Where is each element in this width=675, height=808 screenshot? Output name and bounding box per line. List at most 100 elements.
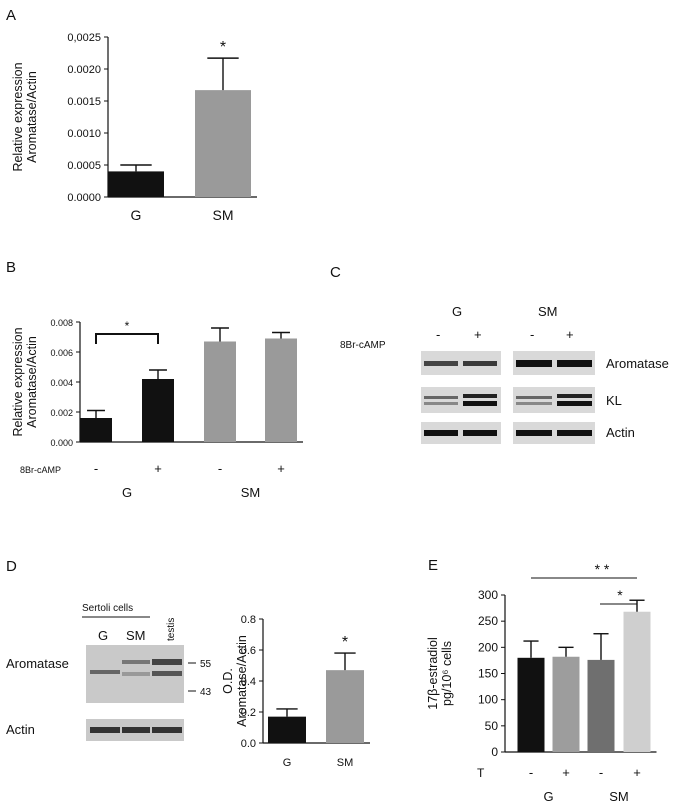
y-tick-label: 0.0000 [67, 192, 101, 204]
x-tick-label: G [131, 207, 142, 223]
western-d-lane-testis: testis [166, 618, 177, 641]
gel-c-band [516, 402, 552, 405]
bar [265, 338, 297, 442]
y-axis-label: Aromatase/Actin [235, 635, 249, 727]
y-axis-label: O.D. [221, 668, 235, 694]
gel-c-group-g: G [452, 304, 462, 319]
treatment-sign: - [94, 461, 98, 476]
bar [326, 670, 364, 743]
y-tick-label: 0 [491, 745, 498, 759]
gel-c-band [463, 361, 497, 366]
gel-c-treatment-4: + [566, 327, 574, 342]
y-tick-label: 300 [478, 588, 498, 602]
x-tick-label: SM [213, 207, 234, 223]
treatment-sign: - [599, 765, 603, 780]
western-d-marker-55: 55 [200, 659, 212, 670]
y-tick-label: 150 [478, 667, 498, 681]
y-axis-label: pg/10⁶ cells [440, 641, 454, 706]
y-tick-label: 0.0015 [67, 96, 101, 108]
bar [204, 341, 236, 442]
panel-letter-a: A [6, 7, 16, 24]
gel-c-band [516, 430, 552, 436]
western-d-band [152, 659, 182, 665]
y-tick-label: 0.0005 [67, 160, 101, 172]
treatment-sign: - [529, 765, 533, 780]
chart-a: 0.0000 0.0005 0.0010 0.0015 0.0020 0,0025 Rela… [11, 32, 257, 223]
group-label: SM [609, 789, 629, 804]
group-label: G [543, 789, 553, 804]
y-tick-label: 0.0020 [67, 64, 101, 76]
western-d-band [152, 671, 182, 676]
panel-letter-b: B [6, 259, 16, 276]
y-axis-label: Relative expression [11, 62, 25, 171]
gel-c-band [557, 360, 592, 367]
gel-c-treatment-3: - [530, 327, 534, 342]
western-d-band [122, 660, 150, 664]
treatment-label: 8Br-cAMP [20, 465, 61, 475]
gel-c-band [424, 430, 458, 436]
chart-e: 0 50 100 150 200 250 300 17β-estradiol pg/10⁶ ce… [426, 561, 657, 804]
significance-star: * [220, 39, 226, 56]
panel-letter-e: E [428, 557, 438, 574]
gel-c-band [424, 361, 458, 366]
treatment-label: T [477, 766, 485, 780]
gel-c-group-sm: SM [538, 304, 558, 319]
bar [587, 659, 615, 752]
y-axis-label: Aromatase/Actin [25, 336, 39, 428]
western-d-band [152, 727, 182, 733]
gel-c-band [557, 430, 592, 436]
group-label: G [122, 485, 132, 500]
bar [517, 657, 545, 752]
panel-letter-d: D [6, 558, 17, 575]
significance-star: * [342, 634, 348, 651]
gel-c-treatment-1: - [436, 327, 440, 342]
gel-c-strip-sm-actin [513, 422, 595, 444]
treatment-sign: + [277, 461, 285, 476]
y-tick-label: 50 [485, 719, 499, 733]
y-axis-label: Aromatase/Actin [25, 71, 39, 163]
bar [552, 656, 580, 752]
gel-c-band [516, 396, 552, 399]
y-tick-label: 250 [478, 614, 498, 628]
treatment-sign: + [633, 765, 641, 780]
western-d: Sertoli cells G SM testis Aromatase Acti… [6, 603, 212, 741]
y-tick-label: 0.000 [50, 438, 73, 448]
western-d-band [122, 727, 150, 733]
y-tick-label: 100 [478, 693, 498, 707]
western-d-row-actin: Actin [6, 722, 35, 737]
gel-c-band [463, 394, 497, 398]
gel-c-band [516, 360, 552, 367]
gel-c-band [424, 396, 458, 399]
y-tick-label: 0.002 [50, 408, 73, 418]
gel-c-strip-g-actin [421, 422, 501, 444]
chart-b: 0.000 0.002 0.004 0.006 0.008 Relative expres… [11, 318, 303, 500]
gel-c-band [424, 402, 458, 405]
chart-d: 0.0 0.2 0.4 0.6 0.8 O.D. Aromatase/Actin G SM * [221, 614, 370, 769]
significance-star: * [617, 587, 623, 603]
gel-c-band-label-kl: KL [606, 393, 622, 408]
y-tick-label: 0.6 [241, 645, 256, 657]
western-d-band [90, 670, 120, 674]
gel-c-band-label-actin: Actin [606, 425, 635, 440]
treatment-sign: + [562, 765, 570, 780]
y-tick-label: 200 [478, 640, 498, 654]
y-tick-label: 0.4 [241, 676, 256, 688]
y-tick-label: 0.8 [241, 614, 256, 626]
gel-c-band [557, 401, 592, 406]
western-d-band [90, 727, 120, 733]
gel-c-treatment-label: 8Br-cAMP [340, 340, 386, 351]
y-tick-label: 0.008 [50, 318, 73, 328]
treatment-sign: + [154, 461, 162, 476]
gel-c: G SM 8Br-cAMP - + - + Aromatase KL Actin [340, 304, 669, 444]
western-d-header: Sertoli cells [82, 603, 133, 614]
gel-c-band [463, 430, 497, 436]
y-tick-label: 0,0025 [67, 32, 101, 44]
gel-c-band-label-aromatase: Aromatase [606, 356, 669, 371]
group-label: SM [241, 485, 261, 500]
western-d-lane-g: G [98, 628, 108, 643]
y-axis-label: 17β-estradiol [426, 637, 440, 710]
bar [268, 716, 306, 743]
bar [80, 418, 112, 442]
treatment-sign: - [218, 461, 222, 476]
